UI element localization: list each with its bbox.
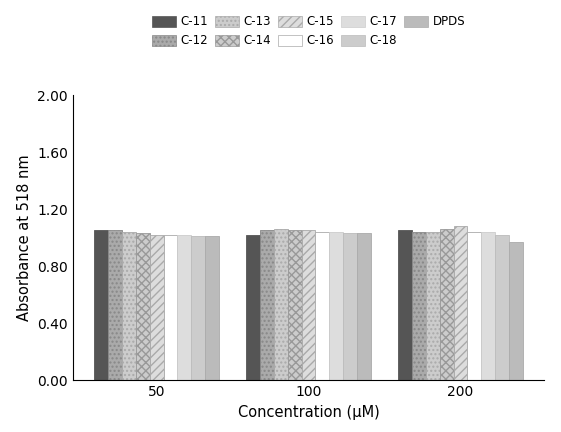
Bar <box>191 236 205 380</box>
Bar <box>246 235 260 380</box>
Bar <box>495 235 509 380</box>
Bar <box>509 242 523 380</box>
Bar <box>467 232 481 380</box>
Bar <box>108 230 122 380</box>
Bar <box>164 235 177 380</box>
Bar <box>412 232 426 380</box>
Bar <box>453 226 467 380</box>
Bar <box>343 233 357 380</box>
Bar <box>94 230 108 380</box>
Bar <box>260 230 274 380</box>
Bar <box>150 235 164 380</box>
Bar <box>398 230 412 380</box>
Bar <box>481 232 495 380</box>
Bar <box>302 230 315 380</box>
Bar <box>315 232 329 380</box>
Bar <box>122 232 136 380</box>
Bar <box>288 230 302 380</box>
Bar <box>426 232 440 380</box>
Bar <box>440 229 453 380</box>
Bar <box>357 233 371 380</box>
Bar <box>205 236 219 380</box>
Bar <box>329 232 343 380</box>
Bar <box>136 233 150 380</box>
Y-axis label: Absorbance at 518 nm: Absorbance at 518 nm <box>17 154 31 321</box>
X-axis label: Concentration (μM): Concentration (μM) <box>238 405 379 419</box>
Legend: C-11, C-12, C-13, C-14, C-15, C-16, C-17, C-18, DPDS: C-11, C-12, C-13, C-14, C-15, C-16, C-17… <box>152 16 465 48</box>
Bar <box>177 235 191 380</box>
Bar <box>274 229 288 380</box>
